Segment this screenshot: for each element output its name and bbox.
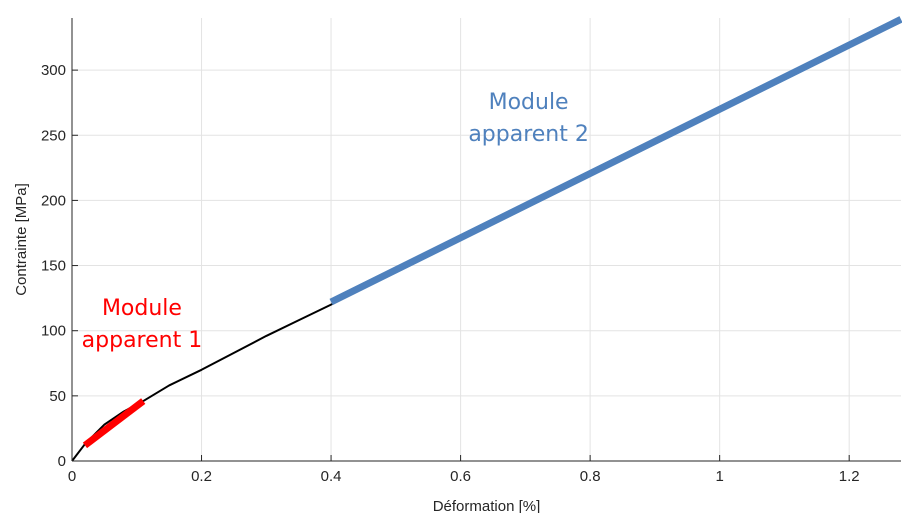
annotation-line: Module xyxy=(489,90,569,115)
y-tick-label: 0 xyxy=(58,453,66,470)
y-tick-label: 200 xyxy=(41,192,66,209)
x-tick-label: 0.6 xyxy=(450,468,471,485)
x-tick-label: 1 xyxy=(715,468,723,485)
y-tick-label: 250 xyxy=(41,127,66,144)
y-axis-label: Contrainte [MPa] xyxy=(13,183,30,296)
annotations: Module apparent 1 Module apparent 2 xyxy=(82,90,589,353)
y-tick-label: 50 xyxy=(49,388,66,405)
annotation-module-1: Module apparent 1 xyxy=(82,296,203,353)
x-tick-label: 0.4 xyxy=(321,468,342,485)
x-tick-label: 0.8 xyxy=(580,468,601,485)
annotation-line: apparent 2 xyxy=(468,122,589,147)
x-tick-label: 0.2 xyxy=(191,468,212,485)
stress-strain-curve xyxy=(71,21,902,462)
grid xyxy=(71,18,901,462)
plot-series xyxy=(71,16,902,462)
annotation-line: apparent 1 xyxy=(82,328,203,353)
apparent-modulus-1-segment xyxy=(82,398,146,449)
y-tick-label: 150 xyxy=(41,258,66,275)
tick-labels: 0 0.2 0.4 0.6 0.8 1 1.2 0 50 100 150 200 250 300 xyxy=(41,62,860,485)
y-tick-label: 100 xyxy=(41,323,66,340)
x-axis-label: Déformation [%] xyxy=(433,498,541,513)
annotation-line: Module xyxy=(102,296,182,321)
x-tick-label: 1.2 xyxy=(839,468,860,485)
axes xyxy=(71,18,901,462)
apparent-modulus-2-segment xyxy=(329,16,902,306)
y-tick-label: 300 xyxy=(41,62,66,79)
x-tick-label: 0 xyxy=(68,468,76,485)
annotation-module-2: Module apparent 2 xyxy=(468,90,589,147)
